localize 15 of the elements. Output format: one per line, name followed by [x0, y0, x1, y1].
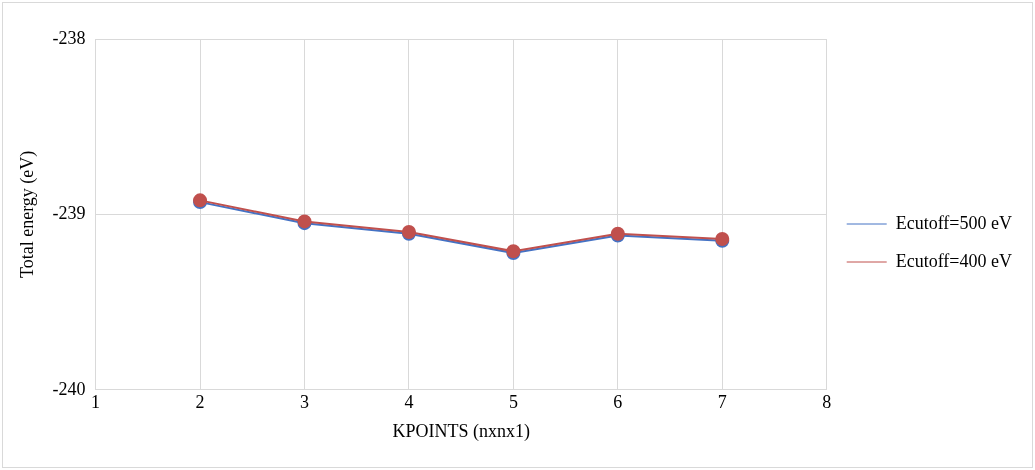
x-tick-label: 8 [822, 392, 832, 413]
x-tick-label: 6 [613, 392, 623, 413]
x-tick-label: 4 [404, 392, 414, 413]
x-tick-label: 7 [717, 392, 727, 413]
legend-label: Ecutoff=400 eV [895, 250, 1013, 271]
y-tick-label: -240 [52, 378, 86, 399]
legend-label: Ecutoff=500 eV [895, 212, 1013, 233]
y-tick-label: -238 [52, 27, 86, 48]
x-tick-label: 2 [195, 392, 205, 413]
x-tick-label: 3 [299, 392, 309, 413]
x-axis-title: KPOINTS (nxnx1) [392, 420, 530, 442]
x-tick-label: 1 [91, 392, 101, 413]
y-tick-label: -239 [52, 203, 86, 224]
y-axis-title: Total energy (eV) [16, 150, 38, 279]
x-tick-label: 5 [508, 392, 518, 413]
